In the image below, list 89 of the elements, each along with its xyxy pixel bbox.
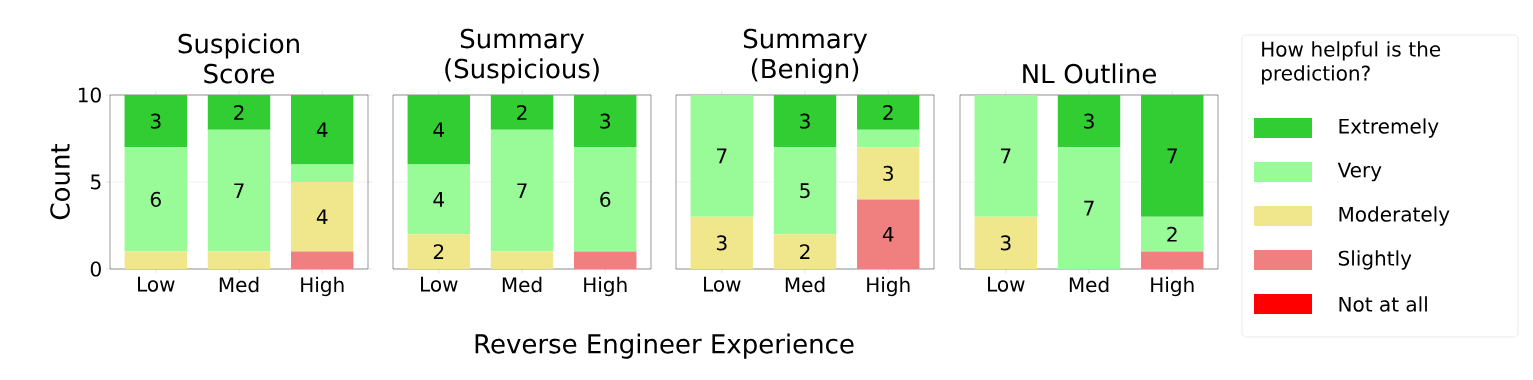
bar (207, 95, 271, 130)
bar (857, 199, 920, 269)
data-label: 7 (234, 183, 244, 198)
data-label: 4 (882, 226, 894, 242)
chart-title: Suspicion Score (178, 33, 299, 84)
bar (974, 95, 1037, 217)
legend-label: Extremely (1339, 118, 1439, 138)
data-label: 2 (517, 104, 527, 120)
bar (291, 251, 354, 269)
legend-label: Moderately (1339, 206, 1450, 226)
data-label: 4 (316, 122, 328, 138)
data-label: 7 (517, 183, 527, 198)
data-label: 3 (1084, 113, 1094, 129)
bar (490, 129, 554, 252)
bar (773, 95, 837, 148)
x-tick-label: Low (988, 276, 1025, 292)
bar (773, 147, 837, 235)
data-label: 2 (433, 244, 444, 260)
chart-title: NL Outline (1023, 63, 1156, 84)
x-tick-label: Med (785, 276, 825, 293)
data-label: 7 (717, 148, 727, 164)
bar (490, 251, 554, 269)
bar (407, 95, 470, 165)
bar (207, 129, 271, 252)
x-tick-label: Med (502, 276, 542, 293)
x-tick-label: High (301, 276, 344, 297)
bar (490, 95, 554, 130)
y-tick-label: 10 (78, 87, 101, 103)
x-tick-label: Low (138, 276, 175, 292)
x-tick-label: Med (1069, 276, 1109, 293)
bar (124, 251, 187, 269)
data-label: 4 (316, 209, 328, 225)
data-label: 7 (1167, 148, 1177, 164)
bar (974, 216, 1037, 269)
bar (124, 147, 187, 252)
bar (407, 234, 470, 269)
data-label: 6 (600, 191, 611, 207)
data-label: 4 (433, 122, 445, 138)
x-tick-label: High (584, 276, 627, 297)
bar (1141, 95, 1204, 217)
x-tick-label: High (867, 276, 910, 297)
data-label: 7 (1001, 148, 1011, 164)
bar (1141, 251, 1204, 269)
y-axis-title: Count (50, 144, 70, 220)
x-tick-label: High (1151, 276, 1194, 297)
data-label: 2 (234, 104, 244, 120)
bar (407, 164, 470, 235)
bar (773, 234, 837, 269)
bar (291, 95, 354, 165)
bar (1057, 147, 1121, 269)
bar (291, 182, 354, 252)
data-label: 2 (1167, 226, 1177, 242)
data-label: 3 (150, 113, 161, 129)
y-tick-label: 0 (90, 261, 101, 277)
x-axis-title: Reverse Engineer Experience (475, 333, 854, 359)
data-label: 4 (433, 192, 445, 207)
legend-label: Very (1337, 162, 1382, 182)
bar (690, 95, 753, 217)
x-tick-label: Med (219, 276, 259, 293)
bar (207, 251, 271, 269)
chart-title: Summary (Benign) (743, 28, 868, 84)
bar (1057, 95, 1121, 148)
bar (1141, 216, 1204, 252)
data-label: 3 (1000, 235, 1011, 251)
data-label: 2 (800, 244, 810, 260)
bar (690, 216, 753, 269)
data-label: 3 (600, 113, 610, 129)
legend-label: Not at all (1339, 296, 1427, 312)
bar (857, 129, 920, 148)
y-tick-label: 5 (91, 174, 101, 190)
data-label: 6 (150, 191, 161, 207)
data-label: 2 (883, 104, 893, 120)
legend-title: How helpful is the prediction? (1262, 41, 1441, 85)
data-label: 3 (716, 235, 727, 251)
bar (857, 147, 920, 200)
bar (574, 147, 637, 252)
data-label: 7 (1084, 200, 1094, 216)
bar (124, 95, 187, 148)
bar (291, 164, 354, 182)
bar (857, 95, 920, 130)
data-label: 5 (800, 183, 810, 199)
data-label: 3 (883, 165, 893, 181)
bar (574, 251, 637, 269)
legend-label: Slightly (1338, 250, 1412, 270)
data-label: 3 (800, 113, 810, 129)
x-tick-label: Low (704, 276, 741, 292)
x-tick-label: Low (421, 276, 458, 292)
bar (574, 95, 637, 148)
chart-title: Summary (Suspicious) (445, 28, 599, 84)
